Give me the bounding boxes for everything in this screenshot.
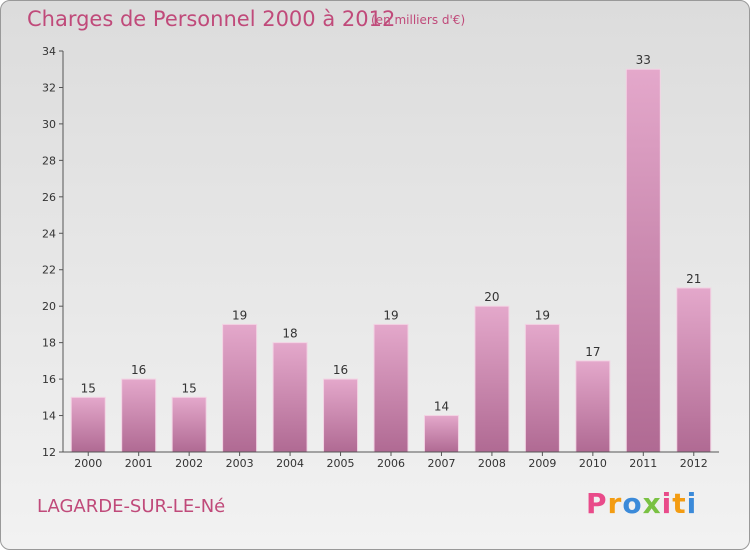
bar-2003 (222, 323, 258, 453)
logo-letter: i (686, 487, 698, 520)
bar-2004 (272, 342, 308, 453)
data-label-2000: 15 (81, 381, 96, 395)
x-tick-label-2007: 2007 (427, 457, 455, 470)
x-tick-label-2011: 2011 (629, 457, 657, 470)
y-tick-label: 34 (42, 45, 56, 58)
data-label-2001: 16 (131, 363, 146, 377)
data-label-2011: 33 (636, 53, 651, 67)
y-tick-label: 18 (42, 337, 56, 350)
data-label-2008: 20 (484, 290, 499, 304)
x-tick-label-2003: 2003 (226, 457, 254, 470)
x-tick-label-2000: 2000 (74, 457, 102, 470)
bar-2007 (423, 415, 459, 453)
bar-2011 (625, 68, 661, 453)
data-label-2012: 21 (686, 272, 701, 286)
bar-2012 (676, 287, 712, 453)
y-tick-label: 24 (42, 227, 56, 240)
y-tick-label: 32 (42, 81, 56, 94)
bar-2005 (323, 378, 359, 453)
x-tick-label-2008: 2008 (478, 457, 506, 470)
data-label-2009: 19 (535, 308, 550, 322)
data-label-2004: 18 (282, 327, 297, 341)
logo-letter: x (642, 487, 662, 520)
y-tick-label: 20 (42, 300, 56, 313)
y-tick-label: 30 (42, 118, 56, 131)
x-tick-label-2002: 2002 (175, 457, 203, 470)
data-label-2007: 14 (434, 400, 449, 414)
x-tick-label-2004: 2004 (276, 457, 304, 470)
data-label-2006: 19 (383, 308, 398, 322)
chart-subtitle: (en milliers d'€) (371, 13, 466, 27)
x-tick-label-2005: 2005 (327, 457, 355, 470)
x-tick-label-2009: 2009 (528, 457, 556, 470)
x-tick-label-2006: 2006 (377, 457, 405, 470)
y-tick-label: 22 (42, 264, 56, 277)
bar-2006 (373, 323, 409, 453)
bar-2010 (575, 360, 611, 453)
bar-2001 (121, 378, 157, 453)
x-tick-label-2010: 2010 (579, 457, 607, 470)
logo-letter: i (661, 487, 673, 520)
logo-letter: P (586, 487, 608, 520)
logo-letter: t (672, 487, 687, 520)
data-label-2010: 17 (585, 345, 600, 359)
chart-title: Charges de Personnel 2000 à 2012 (27, 7, 396, 31)
bar-2000 (70, 396, 106, 453)
logo-letter: r (607, 487, 623, 520)
y-tick-label: 28 (42, 154, 56, 167)
place-name: LAGARDE-SUR-LE-Né (37, 496, 226, 517)
x-axis: 2000 2001 2002 2003 2004 2005 2006 2007 2008 2009… (63, 451, 719, 470)
y-tick-label: 26 (42, 191, 56, 204)
logo-letter: o (622, 487, 643, 520)
bar-2009 (524, 323, 560, 453)
data-label-2003: 19 (232, 308, 247, 322)
x-tick-label-2001: 2001 (125, 457, 153, 470)
bar-2008 (474, 305, 510, 453)
y-tick-label: 14 (42, 410, 56, 423)
y-axis: 12 14 16 18 20 22 24 26 28 30 32 34 (42, 45, 64, 459)
y-tick-label: 16 (42, 373, 56, 386)
data-label-2005: 16 (333, 363, 348, 377)
y-tick-label: 12 (42, 446, 56, 459)
data-label-2002: 15 (182, 381, 197, 395)
bar-2002 (171, 396, 207, 453)
x-tick-label-2012: 2012 (680, 457, 708, 470)
proxiti-logo: Proxiti (586, 487, 697, 520)
bars: 15 16 15 19 18 16 19 14 20 19 17 33 21 (70, 53, 712, 453)
